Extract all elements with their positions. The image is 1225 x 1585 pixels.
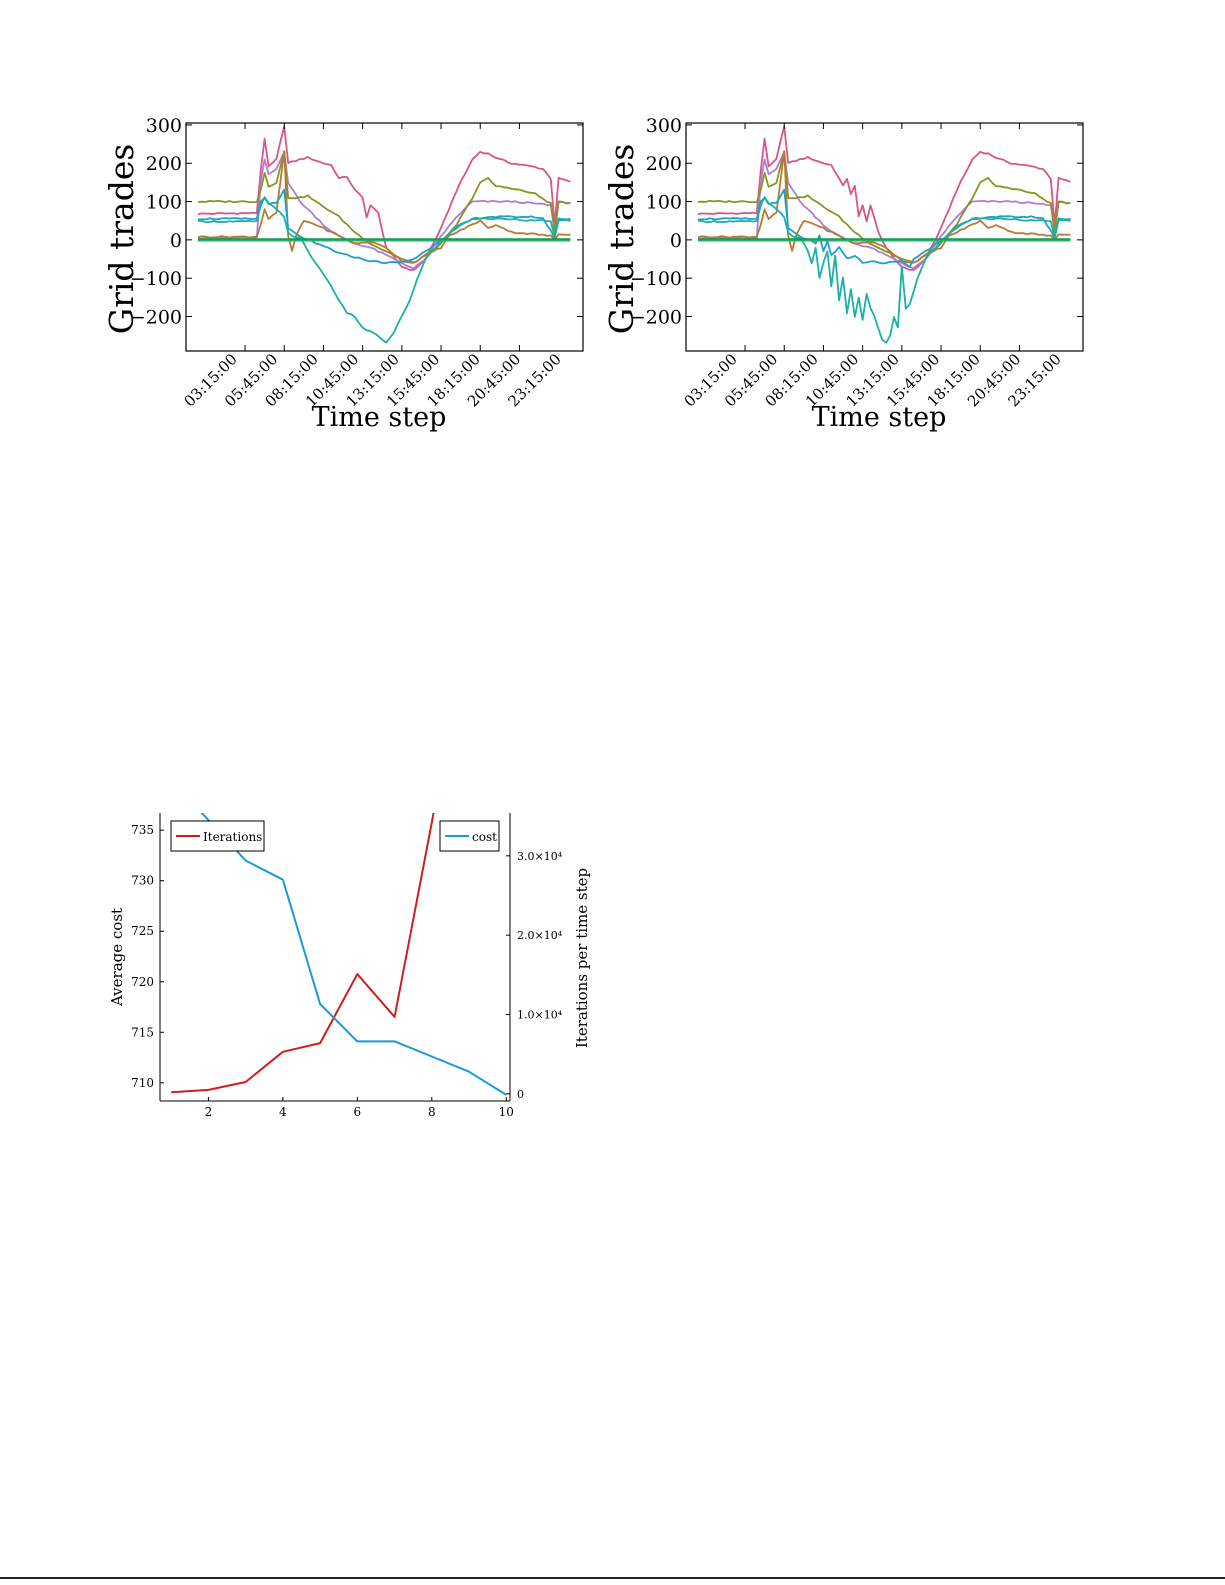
series-line-agent-teal [697,196,1071,344]
y-tick-label: 300 [646,115,682,137]
page-footer-rule [0,1577,1225,1579]
y-axis-label: Grid trades [102,144,141,335]
legend-iterations: Iterations [170,820,265,852]
y-tick-label: 100 [646,192,682,214]
legend-cost: cost [439,820,500,852]
legend-iterations-label: Iterations [203,830,262,844]
y2-tick-label: 2.0×10⁴ [517,929,563,942]
x-tick-label: 6 [354,1105,362,1119]
y-tick-label: −100 [130,268,182,290]
series-line-agent-brown [697,150,1071,264]
y-tick-label: 725 [131,924,154,938]
y2-axis-label: Iterations per time step [573,868,591,1048]
y-tick-label: 300 [146,115,182,137]
y-tick-label: 100 [146,192,182,214]
series-line-agent-olive [197,150,571,264]
series-line-agent-blue [697,188,1071,268]
y2-tick-label: 1.0×10⁴ [517,1009,563,1022]
x-axis-label: Time step [812,402,947,433]
y-tick-label: 720 [131,975,154,989]
y-axis-label: Grid trades [602,144,641,335]
x-axis-label: Time step [312,402,447,433]
y-tick-label: −100 [630,268,682,290]
y-tick-label: 735 [131,823,154,837]
y2-tick-label: 3.0×10⁴ [517,850,563,863]
y-tick-label: 0 [670,230,682,252]
y-tick-label: 200 [146,153,182,175]
series-line-agent-teal [197,196,571,344]
y-tick-label: 715 [131,1025,154,1039]
legend-cost-label: cost [472,830,497,844]
series-line-agent-pink [697,125,1071,271]
y-tick-label: 0 [170,230,182,252]
y-tick-label: 730 [131,874,154,888]
cost-iterations-chart: 710 715 720 725 730 735 0 1.0×10⁴ 2.0×10⁴ 3.0×10… [108,813,591,1119]
y-tick-label: −200 [630,307,682,329]
y2-tick-label: 0 [517,1088,524,1101]
y-tick-label: 710 [131,1076,154,1090]
series-line-agent-brown [197,150,571,264]
x-tick-label: 8 [428,1105,436,1119]
x-tick-label: 2 [205,1105,213,1119]
x-tick-label: 4 [279,1105,287,1119]
series-line-agent-blue [197,188,571,264]
x-tick-label: 10 [499,1105,514,1119]
series-line-Iterations [171,813,435,1094]
y-axis-label: Average cost [108,908,126,1007]
y-tick-label: −200 [130,307,182,329]
y-tick-label: 200 [646,153,682,175]
series-line-agent-olive [697,150,1071,264]
